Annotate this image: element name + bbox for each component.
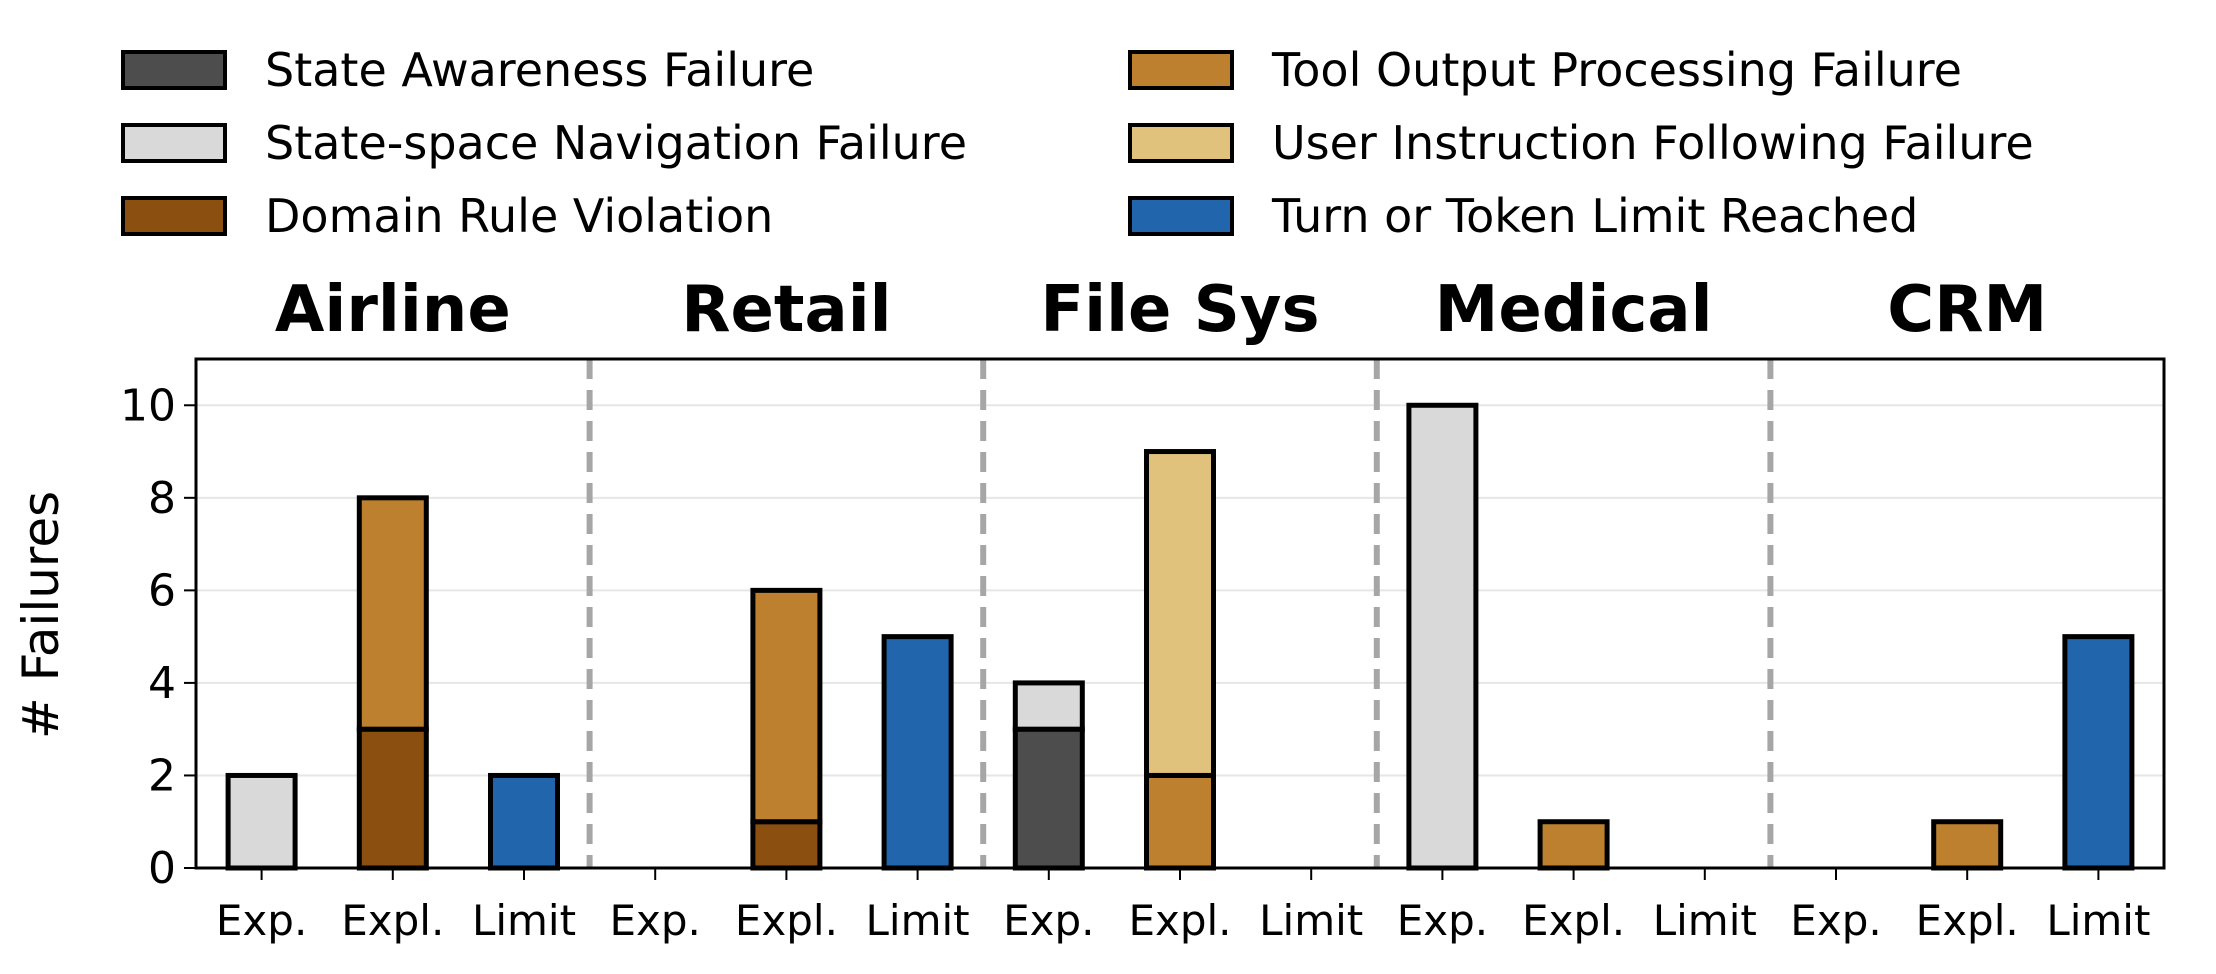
bar-segment [1144, 449, 1216, 778]
legend-label: Turn or Token Limit Reached [1271, 189, 1918, 243]
x-tick-label: Limit [1653, 896, 1757, 945]
panel-title: Retail [681, 273, 891, 347]
legend-item: Tool Output Processing Failure [1128, 43, 1962, 97]
bar-segment [1144, 772, 1216, 871]
legend-label: State Awareness Failure [265, 43, 814, 97]
legend-item: Turn or Token Limit Reached [1128, 189, 1918, 243]
legend-swatch [121, 196, 227, 236]
x-tick-label: Expl. [1522, 896, 1625, 945]
legend-swatch [1128, 123, 1234, 163]
bar-segment [356, 726, 429, 871]
x-tick-label: Exp. [216, 896, 307, 945]
legend-swatch [121, 123, 227, 163]
x-tick-label: Limit [866, 896, 970, 945]
bar-segment [1537, 819, 1610, 871]
x-tick-label: Limit [472, 896, 576, 945]
bar-segment [488, 772, 560, 871]
x-tick-label: Expl. [1128, 896, 1231, 945]
x-tick-label: Limit [1259, 896, 1363, 945]
legend-swatch [1128, 50, 1234, 90]
legend-label: User Instruction Following Failure [1272, 116, 2034, 170]
x-tick-label: Expl. [341, 896, 444, 945]
y-tick-label: 6 [148, 565, 176, 616]
y-axis: 0 2 4 6 8 10 [120, 380, 196, 894]
panel-title: Medical [1435, 273, 1713, 347]
legend-item: Domain Rule Violation [121, 189, 773, 243]
panel-title: File Sys [1040, 273, 1319, 347]
bar-segment [2062, 634, 2135, 871]
bar-segment [881, 634, 954, 871]
x-axis: Exp. Expl. Limit Exp. Expl. Limit Exp. Expl. Lim… [216, 868, 2150, 945]
y-tick-label: 4 [148, 658, 176, 709]
panel-title: Airline [275, 273, 511, 347]
panel-separators [586, 359, 1774, 868]
panel-title: CRM [1887, 273, 2047, 347]
bar-segment [1012, 726, 1085, 871]
bar-segment [356, 495, 429, 732]
bar-segment [225, 772, 298, 871]
x-tick-label: Exp. [1003, 896, 1094, 945]
y-axis-label: # Failures [12, 491, 70, 739]
bar-segment [1012, 680, 1085, 732]
x-tick-label: Exp. [1397, 896, 1488, 945]
bar-segment [750, 587, 823, 825]
legend-swatch [121, 50, 227, 90]
x-tick-label: Expl. [735, 896, 838, 945]
legend-label: Tool Output Processing Failure [1271, 43, 1962, 97]
legend-item: State-space Navigation Failure [121, 116, 967, 170]
legend-swatch [1128, 196, 1234, 236]
bar-segment [1931, 819, 2004, 871]
panel-titles: Airline Retail File Sys Medical CRM [275, 273, 2047, 347]
x-tick-label: Exp. [609, 896, 700, 945]
x-tick-label: Expl. [1916, 896, 2019, 945]
legend-label: State-space Navigation Failure [265, 116, 967, 170]
bars [225, 402, 2135, 871]
x-tick-label: Limit [2046, 896, 2150, 945]
y-tick-label: 10 [120, 380, 176, 431]
bar-segment [1406, 402, 1479, 871]
x-tick-label: Exp. [1790, 896, 1881, 945]
y-tick-label: 8 [148, 473, 176, 524]
y-tick-label: 0 [148, 843, 176, 894]
y-tick-label: 2 [148, 750, 176, 801]
legend-label: Domain Rule Violation [265, 189, 773, 243]
bar-segment [750, 819, 823, 871]
legend-item: User Instruction Following Failure [1128, 116, 2034, 170]
legend-item: State Awareness Failure [121, 43, 814, 97]
legend: State Awareness Failure State-space Navig… [121, 43, 2034, 243]
